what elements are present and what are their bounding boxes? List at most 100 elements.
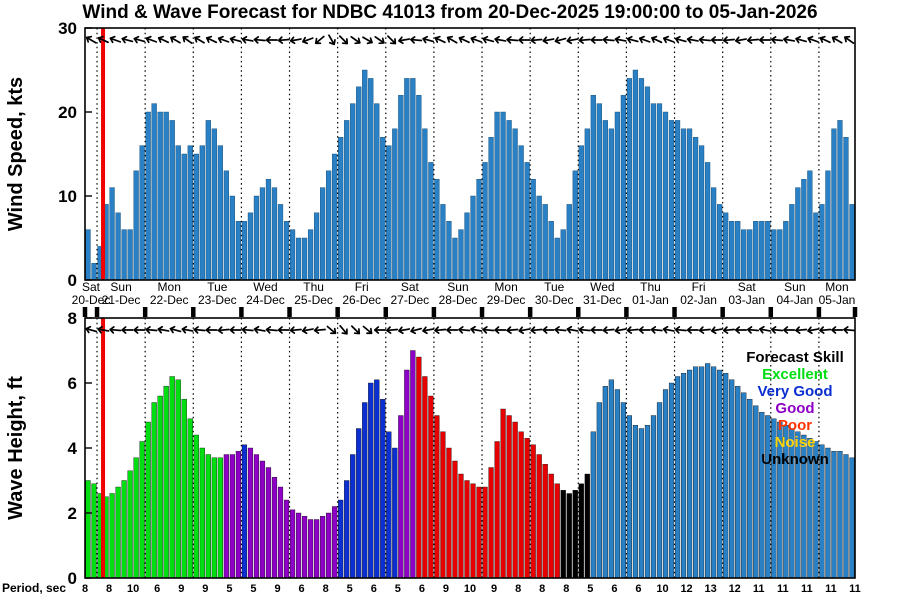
wind-direction-arrow-icon (205, 35, 218, 44)
wave-direction-arrow-icon (169, 325, 182, 334)
wind-bar (488, 136, 494, 281)
wind-direction-arrow-icon (807, 35, 819, 44)
wind-bar (223, 170, 229, 281)
wind-bar (181, 153, 187, 281)
day-name-label: Wed (590, 280, 614, 294)
wave-bar (440, 431, 446, 579)
legend-entry-noise: Noise (775, 434, 816, 451)
wind-bar (668, 120, 675, 281)
wave-direction-arrow-icon (795, 326, 808, 334)
wind-bar (807, 170, 813, 281)
wave-bar (326, 512, 332, 579)
period-value: 5 (250, 583, 256, 595)
wind-bar (350, 103, 356, 281)
wind-direction-arrow-icon (97, 35, 109, 44)
wind-bar (115, 212, 121, 281)
wind-bar (458, 229, 464, 281)
wind-bar (211, 128, 217, 281)
period-value: 13 (705, 583, 717, 595)
wind-direction-arrow-icon (109, 35, 122, 44)
wind-bar (332, 153, 338, 281)
wave-bar (85, 480, 91, 579)
period-value: 9 (202, 583, 208, 595)
wind-direction-arrow-icon (674, 35, 687, 44)
wind-bar (729, 220, 735, 281)
legend-entry-excellent: Excellent (762, 366, 828, 383)
wave-direction-arrow-icon (590, 326, 603, 334)
wind-bar (127, 229, 133, 281)
wind-direction-arrow-icon (590, 36, 603, 44)
wave-bar (332, 506, 338, 579)
wind-bar (446, 220, 452, 281)
wind-direction-arrow-icon (133, 35, 146, 44)
wind-bar (644, 86, 651, 281)
wind-bar (295, 237, 302, 281)
wind-bar (482, 162, 488, 281)
wave-direction-arrow-icon (410, 326, 423, 335)
wave-bar (699, 366, 705, 579)
wave-bar (410, 350, 416, 579)
wave-bar (530, 444, 536, 579)
wave-direction-arrow-icon (482, 326, 495, 334)
wind-direction-arrow-icon (217, 35, 230, 44)
wave-direction-arrow-icon (458, 326, 471, 334)
wave-bar (386, 431, 392, 579)
wind-bar (680, 128, 687, 281)
wave-direction-arrow-icon (650, 326, 663, 334)
wave-direction-arrow-icon (145, 326, 158, 334)
wind-bar (151, 103, 157, 281)
wind-bar (825, 170, 831, 281)
wind-direction-arrow-icon (265, 36, 278, 44)
wind-direction-arrow-icon (844, 35, 855, 45)
period-value: 11 (825, 583, 837, 595)
period-value: 9 (443, 583, 449, 595)
period-value: 6 (635, 583, 641, 595)
wind-direction-arrow-icon (578, 36, 591, 44)
wind-bar (608, 128, 614, 281)
wind-bar (602, 120, 608, 281)
wave-bar (632, 425, 639, 579)
wave-direction-arrow-icon (241, 326, 254, 334)
wave-bar (223, 454, 229, 579)
wave-bar (602, 386, 608, 579)
wave-ytick-label: 0 (68, 569, 77, 588)
wave-bar (157, 395, 163, 579)
day-date-label: 04-Jan (776, 293, 813, 307)
wave-direction-arrow-icon (770, 326, 784, 334)
wave-bar (338, 499, 344, 579)
wave-bar (638, 428, 645, 579)
wind-bar (320, 187, 326, 281)
wave-direction-arrow-icon (265, 326, 278, 334)
wave-bar (674, 376, 681, 579)
day-name-label: Sat (401, 280, 420, 294)
wave-direction-arrow-icon (289, 326, 302, 334)
wave-ytick-label: 4 (68, 439, 78, 458)
wind-bar (512, 128, 518, 281)
wind-bar (398, 94, 404, 281)
wind-bar (410, 78, 416, 281)
wave-direction-arrow-icon (181, 325, 194, 334)
wave-direction-arrow-icon (422, 326, 435, 335)
wave-direction-arrow-icon (710, 326, 723, 335)
period-value: 6 (371, 583, 377, 595)
wave-direction-arrow-icon (674, 326, 687, 334)
wave-bar (175, 379, 181, 579)
wave-bar (518, 431, 524, 579)
wind-direction-arrow-icon (398, 36, 411, 45)
wind-direction-arrow-icon (758, 36, 772, 44)
wave-bar (283, 499, 290, 579)
wind-direction-arrow-icon (554, 36, 567, 45)
wind-bar (301, 237, 308, 281)
wind-direction-arrow-icon (302, 36, 314, 45)
wind-bar (578, 145, 584, 281)
wind-direction-arrow-icon (710, 36, 723, 44)
wind-bar (289, 229, 296, 281)
wave-bar (115, 486, 121, 579)
wind-bar (777, 229, 783, 281)
wave-bar (512, 421, 518, 579)
wave-bar (380, 399, 386, 579)
wave-direction-arrow-icon (566, 325, 579, 334)
period-value: 12 (729, 583, 741, 595)
day-date-label: 24-Dec (246, 293, 285, 307)
